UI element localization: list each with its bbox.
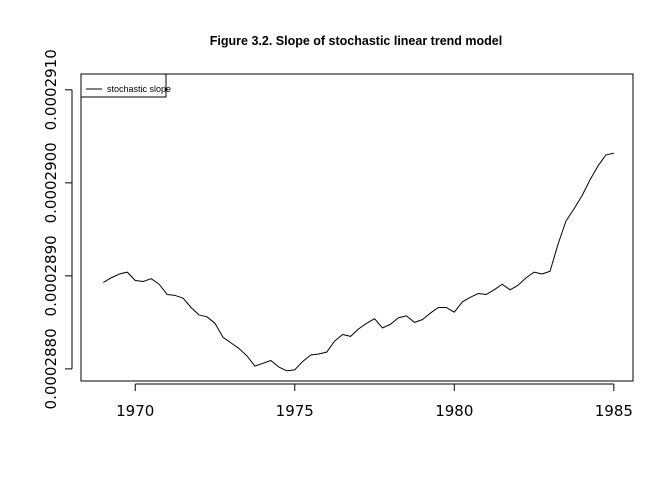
y-axis: 0.0002880 0.0002890 0.0002900 0.0002910 [42,49,73,409]
legend: stochastic slope [80,73,171,98]
y-tick-label: 0.0002910 [42,49,60,130]
y-tick-label: 0.0002890 [42,235,60,316]
y-tick-label: 0.0002900 [42,142,60,223]
legend-box [80,73,167,98]
x-tick-label: 1970 [116,402,154,420]
x-tick-label: 1985 [595,402,633,420]
x-tick-label: 1980 [435,402,473,420]
x-axis: 1970 1975 1980 1985 [116,383,633,420]
series-layer [103,152,614,372]
y-tick-label: 0.0002880 [42,328,60,409]
legend-label-stochastic-slope: stochastic slope [107,84,171,94]
series-line-stochastic-slope [103,152,614,372]
chart-title: Figure 3.2. Slope of stochastic linear t… [210,34,502,48]
plot-box [80,73,634,382]
x-tick-label: 1975 [276,402,314,420]
